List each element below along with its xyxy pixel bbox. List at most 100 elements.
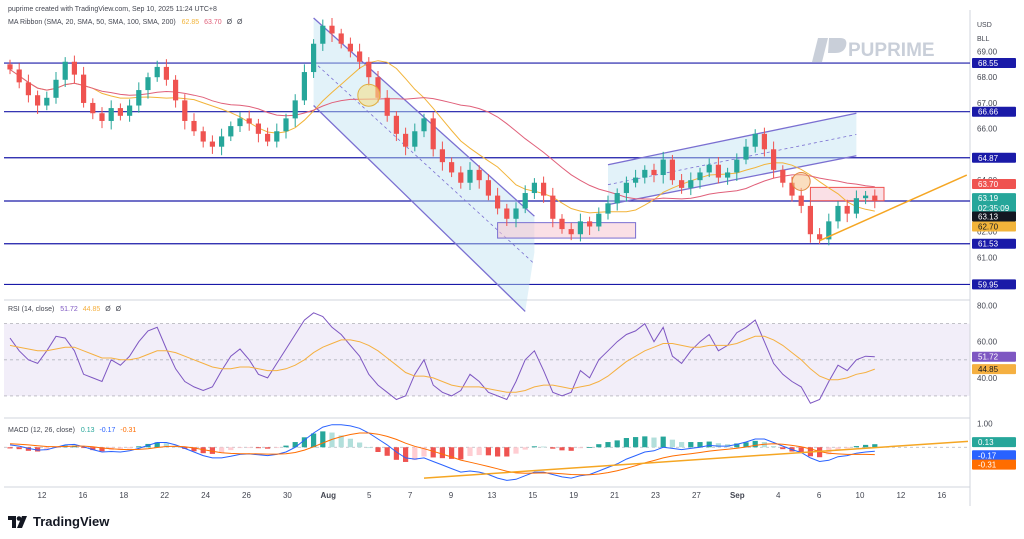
candle-body xyxy=(633,177,639,183)
price-tick-label: 68.00 xyxy=(977,73,998,82)
macd-histogram-bar xyxy=(752,440,758,448)
time-tick-label: Aug xyxy=(321,491,337,500)
candle-body xyxy=(752,133,758,147)
rsi-legend-value-3: Ø xyxy=(105,306,111,313)
macd-histogram xyxy=(7,431,878,462)
time-tick-label: 5 xyxy=(367,491,372,500)
macd-histogram-bar xyxy=(421,447,427,457)
axis-value-tags: 68.55 66.66 64.87 61.53 59.95 63.70 63.1902:35… xyxy=(972,58,1016,470)
unit-label: BLL xyxy=(977,36,990,43)
support-zone-box[interactable] xyxy=(497,222,637,239)
macd-line-tag-bg xyxy=(972,450,1016,461)
tradingview-footer[interactable]: TradingView xyxy=(8,514,109,529)
candle-body xyxy=(311,43,317,73)
macd-histogram-bar xyxy=(403,447,409,462)
candle-body xyxy=(780,169,786,183)
candle-body xyxy=(467,169,473,183)
time-tick-label: 22 xyxy=(160,491,169,500)
macd-histogram-bar xyxy=(99,447,105,452)
candle-body xyxy=(550,195,556,219)
macd-histogram-bar xyxy=(835,447,841,451)
rsi-legend-value-4: Ø xyxy=(116,306,122,313)
rsi-line xyxy=(9,312,875,404)
candle-body xyxy=(513,208,519,219)
price-legend-value-2: 63.70 xyxy=(204,19,222,26)
price-trendline[interactable] xyxy=(819,174,968,242)
horizontal-levels[interactable] xyxy=(4,62,970,286)
macd-trendline[interactable] xyxy=(423,440,969,479)
time-axis-ticks[interactable]: 12 16 18 22 24 26 30 Aug 5 7 9 13 15 19 21 23 27 Sep 4 6 10 1… xyxy=(38,491,947,500)
highlight-circle-2[interactable] xyxy=(791,171,811,191)
rising-channel-upper-line[interactable] xyxy=(607,112,857,166)
time-tick-label: 21 xyxy=(610,491,619,500)
time-tick-label: 16 xyxy=(78,491,87,500)
candle-body xyxy=(715,164,721,178)
rsi-legend-label: RSI (14, close) xyxy=(8,306,54,313)
candle-body xyxy=(485,180,491,196)
candle-body xyxy=(209,141,215,147)
candle-body xyxy=(338,33,344,44)
price-tag-ma50-text: 63.70 xyxy=(978,180,999,189)
candle-body xyxy=(706,164,712,173)
candle-body xyxy=(7,64,13,70)
rsi-tag-text: 51.72 xyxy=(978,353,999,362)
time-tick-label: 15 xyxy=(528,491,537,500)
candle-body xyxy=(62,61,68,80)
macd-histogram-bar xyxy=(605,442,611,448)
macd-histogram-bar xyxy=(16,447,22,450)
rsi-tick-label: 80.00 xyxy=(977,302,998,311)
rising-channel[interactable] xyxy=(607,112,857,206)
macd-histogram-bar xyxy=(357,442,363,448)
candle-body xyxy=(439,149,445,163)
macd-histogram-bar xyxy=(384,447,390,456)
candle-body xyxy=(237,118,243,127)
price-tick-label: 61.00 xyxy=(977,253,998,262)
macd-histogram-bar xyxy=(651,437,657,448)
macd-histogram-bar xyxy=(393,447,399,460)
candle-body xyxy=(817,234,823,240)
macd-histogram-bar xyxy=(366,447,372,449)
price-tick-label: 69.00 xyxy=(977,47,998,56)
price-tag-ma20-text: 62.70 xyxy=(978,223,999,232)
candle-body xyxy=(25,82,31,96)
tradingview-logo-icon xyxy=(8,515,28,528)
highlight-circle-1[interactable] xyxy=(357,83,381,107)
candle-body xyxy=(283,118,289,132)
candle-body xyxy=(807,205,813,235)
macd-histogram-bar xyxy=(439,447,445,459)
macd-histogram-bar xyxy=(90,447,96,451)
candle-body xyxy=(743,146,749,160)
candle-body xyxy=(265,133,271,142)
rsi-tag-bg xyxy=(972,351,1016,362)
time-tick-label: 12 xyxy=(896,491,905,500)
candle-body xyxy=(393,115,399,134)
macd-histogram-bar xyxy=(541,446,547,448)
candle-body xyxy=(375,77,381,98)
price-legend: MA Ribbon (SMA, 20, SMA, 50, SMA, 100, S… xyxy=(8,19,243,26)
macd-histogram-bar xyxy=(467,447,473,457)
macd-histogram-bar xyxy=(430,447,436,458)
falling-channel-lower-line[interactable] xyxy=(313,105,526,312)
level-tag-4-text: 61.53 xyxy=(978,240,999,249)
candle-body xyxy=(596,213,602,227)
candle-body xyxy=(99,113,105,121)
rising-channel-lower-line[interactable] xyxy=(607,155,857,206)
macd-histogram-bar xyxy=(265,447,271,449)
candle-body xyxy=(154,66,160,78)
rsi-tick-label: 60.00 xyxy=(977,338,998,347)
macd-histogram-bar xyxy=(798,447,804,453)
time-tick-label: 4 xyxy=(776,491,781,500)
candle-body xyxy=(255,123,261,134)
macd-histogram-bar xyxy=(274,447,280,449)
macd-legend-value-1: 0.13 xyxy=(81,427,95,434)
macd-histogram-bar xyxy=(633,437,639,448)
candle-body xyxy=(228,126,234,137)
candle-body xyxy=(430,118,436,150)
macd-histogram-bar xyxy=(568,447,574,451)
rsi-legend: RSI (14, close) 51.72 44.85 Ø Ø xyxy=(8,306,122,313)
macd-histogram-bar xyxy=(522,447,528,450)
candle-body xyxy=(587,221,593,227)
macd-line-tag-text: -0.17 xyxy=(978,451,997,460)
price-tag-current-countdown: 02:35:09 xyxy=(978,204,1010,213)
